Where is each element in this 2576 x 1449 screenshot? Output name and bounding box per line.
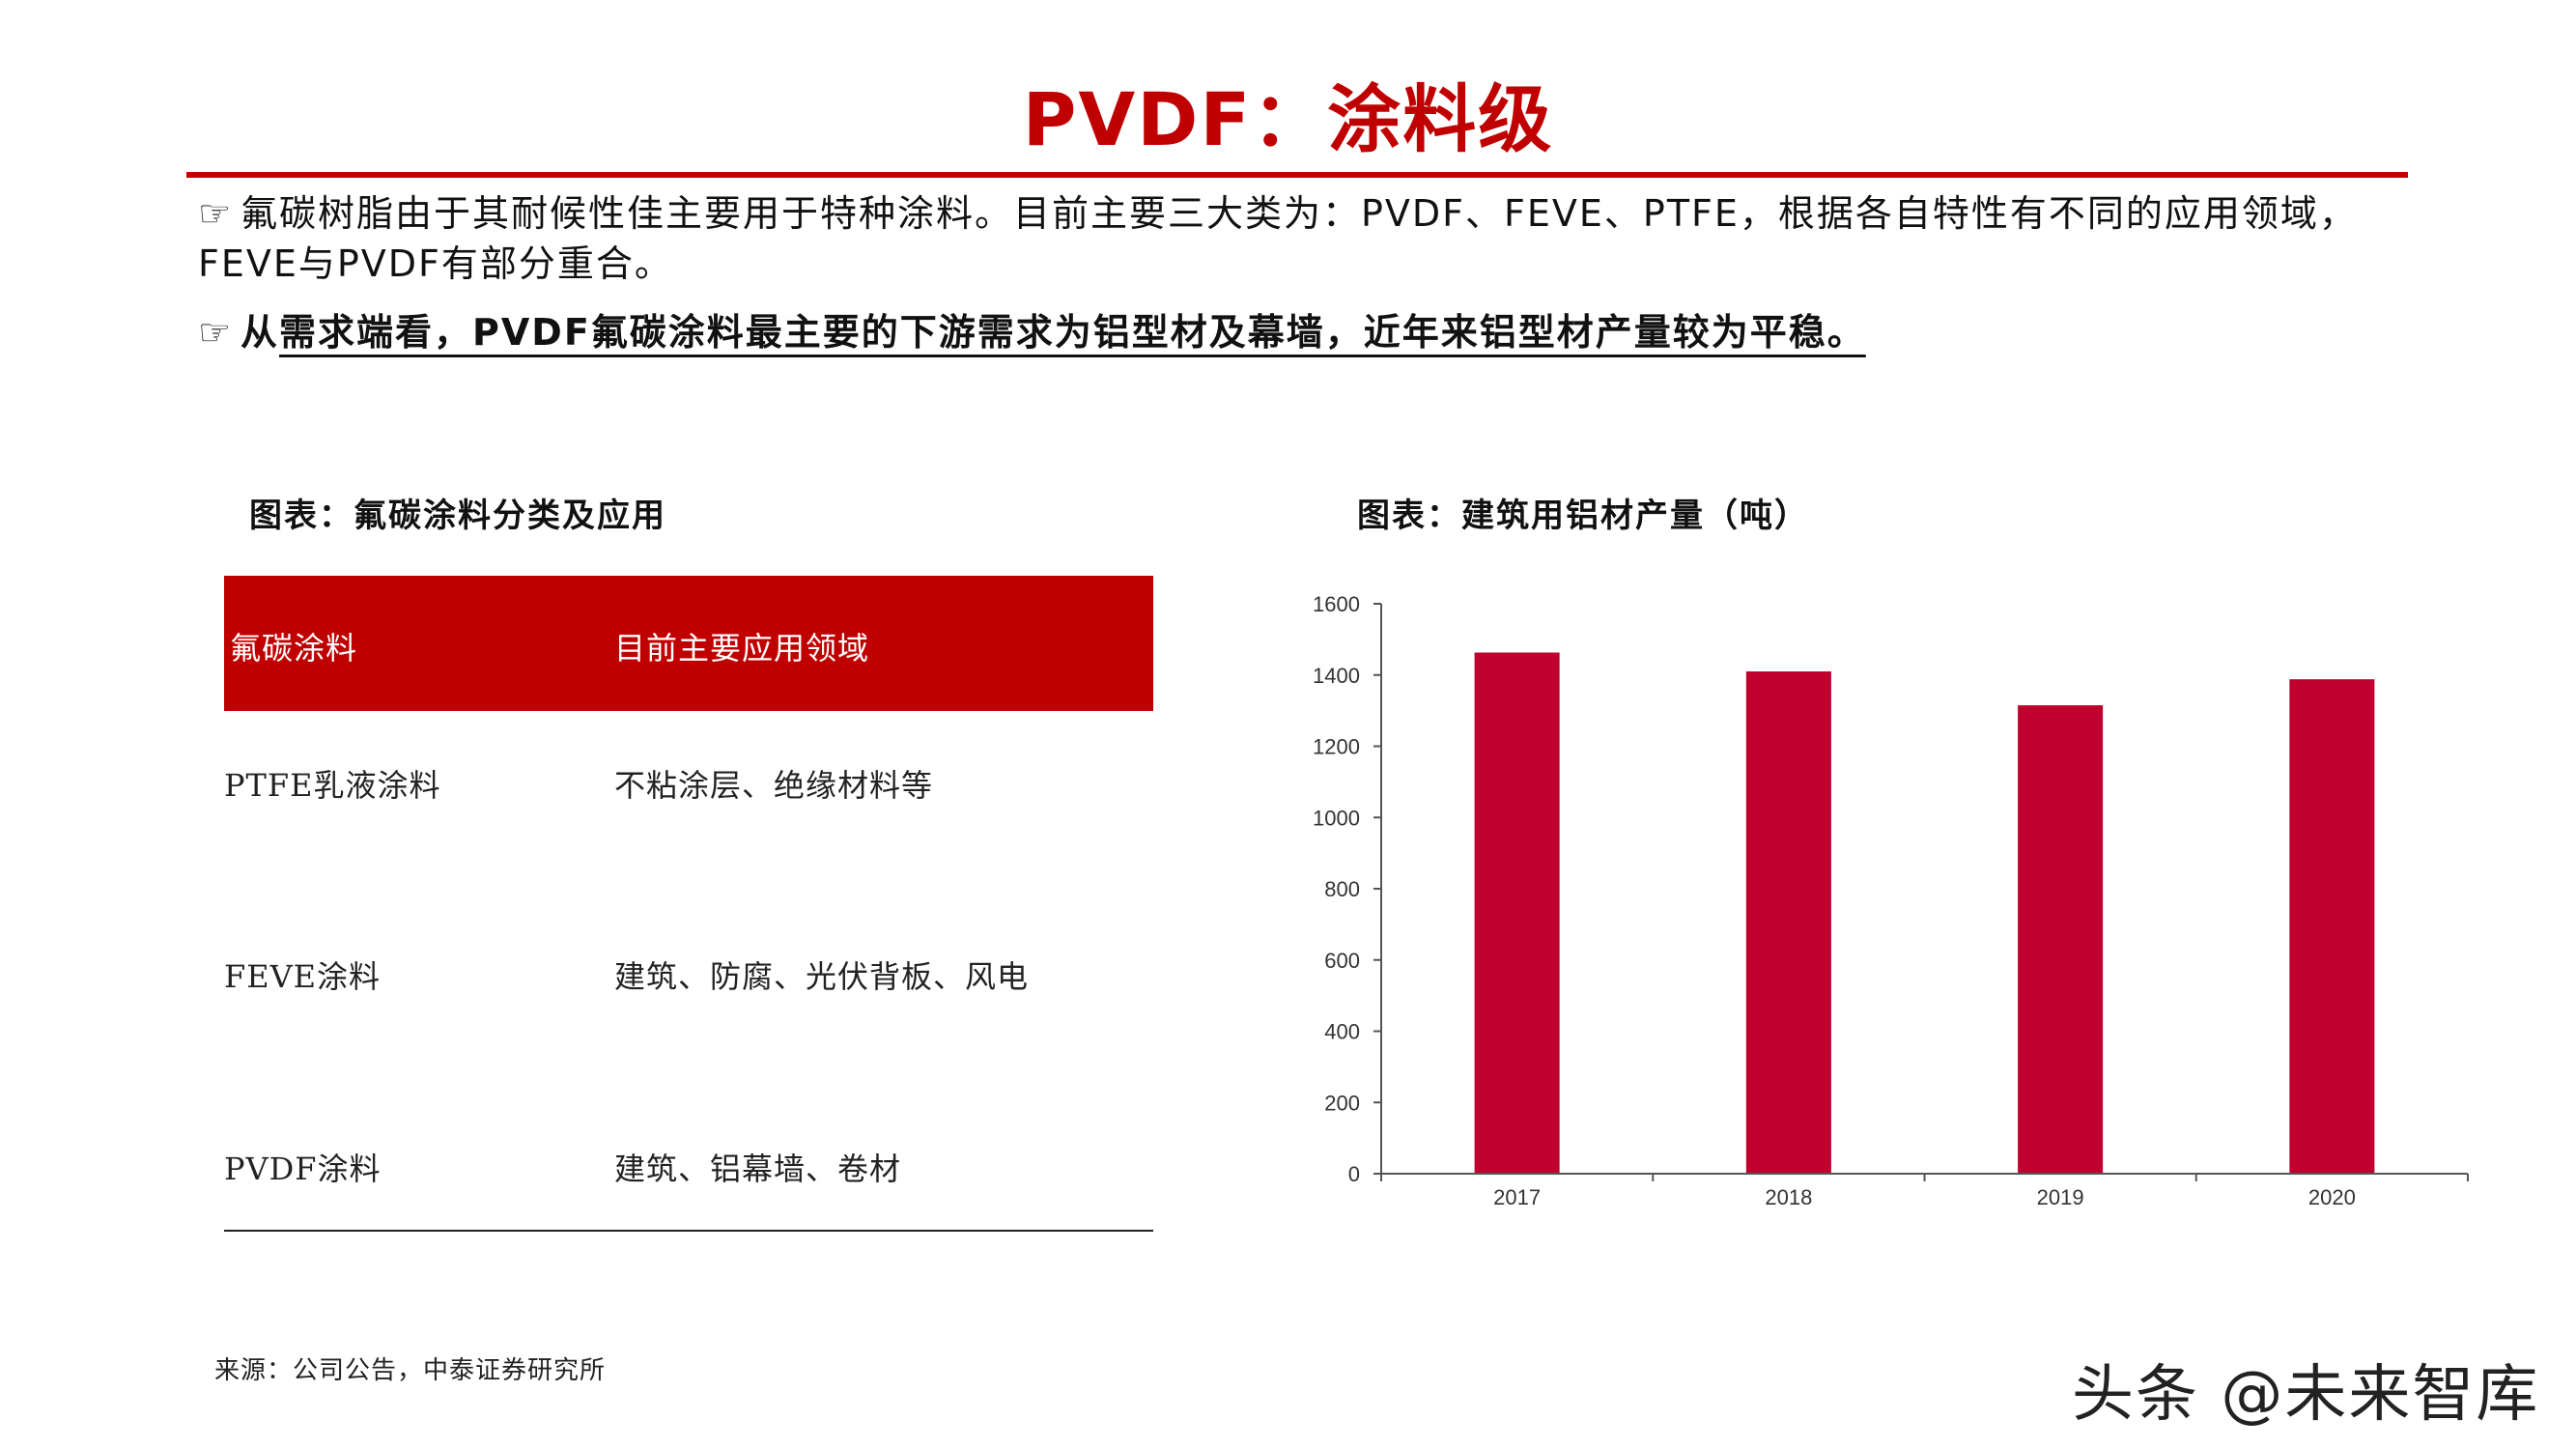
y-axis: 0 200 400 600 800 1000 1200 1400 1600 [1313,592,1382,1186]
y-tick-label: 1400 [1313,664,1360,688]
y-tick-label: 1000 [1313,806,1360,830]
table-figure-title: 图表：氟碳涂料分类及应用 [249,497,666,535]
pointing-hand-icon: ☞ [198,311,234,354]
table-cell: 建筑、铝幕墙、卷材 [614,1151,902,1187]
table-cell: PVDF涂料 [224,1151,382,1187]
y-tick-label: 600 [1324,949,1360,973]
y-tick-label: 1600 [1313,592,1360,616]
x-tick-label: 2020 [2308,1185,2356,1209]
pointing-hand-icon: ☞ [198,192,234,235]
table-cell: PTFE乳液涂料 [224,767,441,804]
bar-2020 [2289,679,2375,1174]
bullet-2-prefix: 从 [241,311,280,354]
page-title: PVDF：涂料级 [1022,76,1554,162]
table-cell: 不粘涂层、绝缘材料等 [614,767,934,804]
bullet-2: ☞ 从需求端看，PVDF氟碳涂料最主要的下游需求为铝型材及幕墙，近年来铝型材产量较… [198,307,2381,357]
bar-series [1474,652,2375,1174]
y-tick-label: 1200 [1313,735,1360,759]
x-tick-label: 2018 [1765,1185,1812,1209]
bullet-2-text: 需求端看，PVDF氟碳涂料最主要的下游需求为铝型材及幕墙，近年来铝型材产量较为平… [279,311,1866,354]
chart-figure-title: 图表：建筑用铝材产量（吨） [1357,497,1809,535]
x-tick-label: 2019 [2037,1185,2084,1209]
table-header-cell: 目前主要应用领域 [614,630,870,667]
y-tick-label: 400 [1324,1020,1360,1044]
table-cell: FEVE涂料 [224,958,382,995]
watermark-logo: 头条 @未来智库 [2072,1359,2540,1431]
y-tick-label: 800 [1324,877,1360,901]
y-tick-label: 200 [1324,1091,1360,1115]
table-header-cell: 氟碳涂料 [230,630,358,667]
bullet-1: ☞ 氟碳树脂由于其耐候性佳主要用于特种涂料。目前主要三大类为：PVDF、FEVE、… [198,188,2381,289]
table-header-row [224,576,1153,711]
bar-2017 [1474,652,1560,1174]
bar-2019 [2018,705,2104,1174]
bullet-1-text: 氟碳树脂由于其耐候性佳主要用于特种涂料。目前主要三大类为：PVDF、FEVE、P… [198,192,2358,285]
bar-2018 [1745,671,1831,1174]
y-tick-label: 0 [1348,1162,1360,1186]
table-cell: 建筑、防腐、光伏背板、风电 [614,958,1030,995]
x-axis: 2017 2018 2019 2020 [1380,1173,2469,1209]
table-bottom-rule [224,1230,1153,1232]
x-tick-label: 2017 [1493,1185,1541,1209]
source-note: 来源：公司公告，中泰证券研究所 [214,1356,607,1385]
title-divider [186,172,2408,178]
